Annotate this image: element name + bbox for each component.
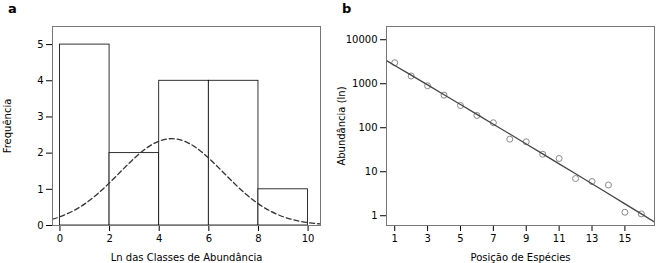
svg-text:10: 10 [302, 233, 315, 244]
html-text:b: b [342, 1, 352, 16]
svg-text:0: 0 [37, 220, 43, 231]
svg-text:2: 2 [106, 233, 112, 244]
svg-text:1: 1 [37, 184, 43, 195]
svg-text:100: 100 [358, 122, 377, 133]
svg-text:6: 6 [206, 233, 212, 244]
svg-text:Abundância (ln): Abundância (ln) [336, 86, 347, 165]
svg-text:3: 3 [37, 111, 43, 122]
svg-text:1: 1 [392, 233, 398, 244]
svg-text:Posição de Espécies: Posição de Espécies [470, 252, 570, 263]
svg-text:1: 1 [371, 210, 377, 221]
html-text:a: a [8, 1, 17, 16]
svg-text:10000: 10000 [346, 34, 378, 45]
svg-text:3: 3 [424, 233, 430, 244]
svg-text:1000: 1000 [352, 78, 377, 89]
svg-text:4: 4 [37, 75, 43, 86]
svg-text:11: 11 [553, 233, 566, 244]
svg-text:13: 13 [586, 233, 599, 244]
svg-text:5: 5 [457, 233, 463, 244]
svg-text:0: 0 [57, 233, 63, 244]
svg-text:Frequência: Frequência [2, 99, 13, 154]
svg-text:4: 4 [156, 233, 162, 244]
svg-text:8: 8 [255, 233, 261, 244]
svg-text:Ln das Classes de Abundância: Ln das Classes de Abundância [111, 252, 263, 263]
svg-text:2: 2 [37, 147, 43, 158]
svg-text:15: 15 [619, 233, 632, 244]
svg-text:7: 7 [490, 233, 496, 244]
svg-text:9: 9 [523, 233, 529, 244]
svg-text:5: 5 [37, 39, 43, 50]
svg-text:10: 10 [365, 166, 378, 177]
